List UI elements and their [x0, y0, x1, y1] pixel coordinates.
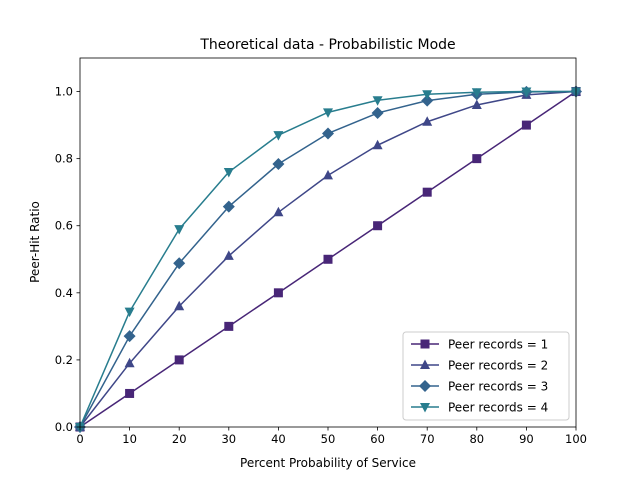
data-point	[273, 131, 284, 141]
axes-layer: 0 10 20 30 40 50 60 70 80 90 100 0.0 0.2 0.4 0.6 0.8 1.0	[55, 57, 587, 446]
data-point	[372, 96, 383, 106]
x-axis-label: Percent Probability of Service	[240, 456, 416, 470]
data-point	[472, 154, 482, 164]
y-tick-label: 0.4	[55, 286, 73, 300]
data-point	[273, 206, 284, 217]
data-point	[174, 300, 185, 311]
x-tick-label: 50	[321, 432, 336, 446]
data-point	[323, 169, 333, 180]
series-1	[75, 87, 581, 432]
legend-label: Peer records = 1	[448, 338, 548, 352]
data-point	[471, 88, 482, 98]
legend-label: Peer records = 3	[448, 380, 548, 394]
data-point	[323, 108, 333, 118]
data-point	[422, 90, 433, 100]
data-point	[124, 307, 135, 318]
x-tick-label: 100	[565, 432, 587, 446]
data-point	[223, 250, 234, 260]
x-tick-label: 80	[469, 432, 484, 446]
legend-entry-2: Peer records = 2	[411, 359, 548, 373]
legend: Peer records = 1 Peer records = 2 Peer rec…	[402, 331, 570, 421]
legend-marker	[420, 339, 430, 349]
data-point	[173, 257, 186, 270]
data-point	[371, 107, 384, 120]
data-point	[124, 357, 135, 368]
data-point	[422, 116, 433, 126]
x-tick-label: 90	[519, 432, 534, 446]
y-tick-label: 0.0	[55, 420, 73, 434]
legend-box	[402, 331, 570, 421]
x-tick-label: 60	[370, 432, 385, 446]
series-layer	[74, 85, 582, 433]
data-point	[273, 288, 283, 298]
x-tick-label: 10	[122, 432, 137, 446]
data-point	[421, 94, 434, 107]
data-point	[322, 127, 334, 140]
data-point	[272, 158, 285, 171]
legend-entry-3: Peer records = 3	[411, 380, 548, 394]
x-tick-label: 20	[172, 432, 187, 446]
chart-title: Theoretical data - Probabilistic Mode	[199, 37, 455, 53]
data-point	[521, 120, 531, 130]
legend-marker	[420, 359, 430, 369]
data-point	[224, 321, 234, 331]
series-4	[75, 87, 581, 433]
y-tick-label: 1.0	[55, 85, 73, 99]
data-point	[123, 330, 136, 343]
legend-marker	[420, 403, 430, 413]
legend-label: Peer records = 4	[448, 401, 548, 415]
legend-marker	[419, 380, 431, 392]
x-tick-label: 40	[271, 432, 286, 446]
x-tick-label: 30	[221, 432, 236, 446]
y-tick-label: 0.6	[55, 219, 73, 233]
data-point	[372, 139, 383, 150]
legend-label: Peer records = 2	[448, 359, 548, 373]
y-axis-label: Peer-Hit Ratio	[28, 201, 42, 283]
y-tick-label: 0.2	[55, 353, 73, 367]
data-point	[222, 200, 235, 213]
legend-entry-4: Peer records = 4	[411, 401, 548, 415]
data-point	[323, 254, 333, 264]
data-point	[422, 187, 432, 197]
data-point	[471, 99, 482, 109]
y-tick-label: 0.8	[55, 152, 73, 166]
legend-entry-1: Peer records = 1	[411, 338, 548, 352]
data-point	[174, 355, 184, 365]
x-tick-label: 70	[420, 432, 435, 446]
data-point	[521, 87, 532, 98]
x-tick-label: 0	[76, 432, 83, 446]
data-point	[125, 388, 135, 398]
data-point	[223, 168, 234, 178]
data-point	[174, 225, 185, 235]
data-point	[373, 221, 383, 231]
